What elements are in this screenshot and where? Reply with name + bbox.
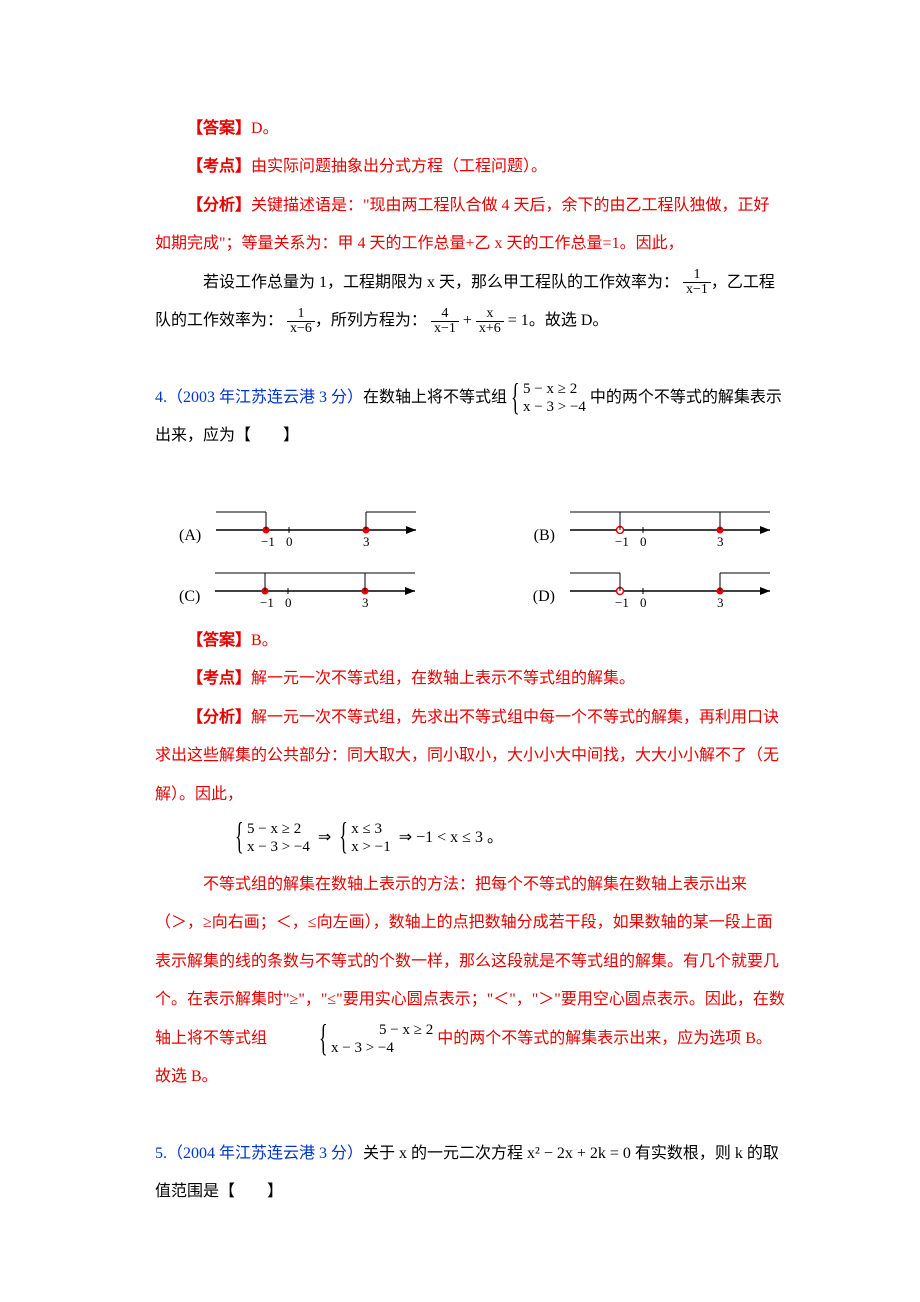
sys-top: 5 − x ≥ 2 bbox=[523, 381, 577, 397]
svg-text:0: 0 bbox=[640, 534, 647, 549]
svg-text:3: 3 bbox=[362, 595, 369, 610]
frac-eq1: 4 x−1 bbox=[431, 307, 459, 336]
question-5: 5.（2004 年江苏连云港 3 分）关于 x 的一元二次方程 x² − 2x … bbox=[155, 1135, 785, 1212]
frac-1: 1 x−1 bbox=[683, 268, 711, 297]
option-A: (A) −1 0 3 bbox=[179, 500, 431, 555]
fenxi-text-2d: 。故选 D。 bbox=[529, 312, 609, 329]
fenxi-label: 【分析】 bbox=[187, 197, 251, 214]
q5-stem1: 关于 x 的一元二次方程 bbox=[363, 1145, 527, 1162]
options-row-2: (C) −1 0 3 (D) bbox=[179, 561, 785, 616]
question-4: 4.（2003 年江苏连云港 3 分）在数轴上将不等式组 5 − x ≥ 2 x… bbox=[155, 379, 785, 456]
q4-stem: 在数轴上将不等式组 bbox=[363, 389, 507, 406]
kaodian-label: 【考点】 bbox=[187, 158, 251, 175]
numline-B-icon: −1 0 3 bbox=[565, 500, 785, 555]
fenxi4-label: 【分析】 bbox=[187, 709, 251, 726]
opt-D-label: (D) bbox=[533, 578, 555, 616]
kaodian4-label: 【考点】 bbox=[187, 670, 251, 687]
opt-A-label: (A) bbox=[179, 517, 201, 555]
svg-text:−1: −1 bbox=[615, 595, 629, 610]
svg-text:0: 0 bbox=[285, 595, 292, 610]
q5-head: 5.（2004 年江苏连云港 3 分） bbox=[155, 1145, 363, 1162]
fenxi-4-p1: 【分析】解一元一次不等式组，先求出不等式组中每一个不等式的解集，再利用口诀求出这… bbox=[155, 699, 785, 814]
answer4-label: 【答案】 bbox=[187, 632, 251, 649]
result: ⇒ −1 < x ≤ 3 。 bbox=[399, 829, 503, 846]
fenxi-text-2c: ，所列方程为： bbox=[315, 312, 427, 329]
options: (A) −1 0 3 (B) bbox=[179, 500, 785, 616]
sys1: 5 − x ≥ 2 x − 3 > −4 bbox=[235, 820, 310, 856]
eq-rhs: = 1 bbox=[508, 312, 529, 329]
numline-D-icon: −1 0 3 bbox=[565, 561, 785, 616]
answer-label: 【答案】 bbox=[187, 120, 251, 137]
numline-C-icon: −1 0 3 bbox=[210, 561, 430, 616]
option-C: (C) −1 0 3 bbox=[179, 561, 430, 616]
svg-text:0: 0 bbox=[640, 595, 647, 610]
svg-text:−1: −1 bbox=[261, 534, 275, 549]
svg-text:3: 3 bbox=[363, 534, 370, 549]
q4-head: 4.（2003 年江苏连云港 3 分） bbox=[155, 389, 363, 406]
fenxi-text-2a: 若设工作总量为 1，工程期限为 x 天，那么甲工程队的工作效率为： bbox=[203, 274, 679, 291]
fenxi-4-derivation: 5 − x ≥ 2 x − 3 > −4 ⇒ x ≤ 3 x > −1 ⇒ −1… bbox=[235, 820, 785, 856]
svg-text:−1: −1 bbox=[260, 595, 274, 610]
kaodian-text: 由实际问题抽象出分式方程（工程问题）。 bbox=[251, 158, 547, 175]
q5-eq: x² − 2x + 2k = 0 bbox=[527, 1145, 631, 1162]
kaodian-4: 【考点】解一元一次不等式组，在数轴上表示不等式组的解集。 bbox=[155, 660, 785, 698]
svg-text:−1: −1 bbox=[615, 534, 629, 549]
fenxi4-p2-text: 不等式组的解集在数轴上表示的方法：把每个不等式的解集在数轴上表示出来（＞，≥向右… bbox=[155, 876, 785, 1047]
options-row-1: (A) −1 0 3 (B) bbox=[179, 500, 785, 555]
answer4-value: B。 bbox=[251, 632, 278, 649]
arrow-1: ⇒ bbox=[318, 829, 331, 846]
opt-B-label: (B) bbox=[534, 517, 555, 555]
kaodian-3: 【考点】由实际问题抽象出分式方程（工程问题）。 bbox=[155, 148, 785, 186]
frac-eq2: x x+6 bbox=[476, 307, 504, 336]
kaodian4-text: 解一元一次不等式组，在数轴上表示不等式组的解集。 bbox=[251, 670, 635, 687]
svg-text:3: 3 bbox=[717, 534, 724, 549]
svg-text:3: 3 bbox=[717, 595, 724, 610]
option-B: (B) −1 0 3 bbox=[534, 500, 785, 555]
fenxi-3-line2: 若设工作总量为 1，工程期限为 x 天，那么甲工程队的工作效率为： 1 x−1 … bbox=[155, 264, 785, 341]
svg-text:0: 0 bbox=[286, 534, 293, 549]
numline-A-icon: −1 0 3 bbox=[211, 500, 431, 555]
plus-sign: + bbox=[463, 312, 476, 329]
opt-C-label: (C) bbox=[179, 578, 200, 616]
fenxi-4-p2: 不等式组的解集在数轴上表示的方法：把每个不等式的解集在数轴上表示出来（＞，≥向右… bbox=[155, 866, 785, 1096]
sys-bot: x − 3 > −4 bbox=[523, 399, 586, 415]
answer-3: 【答案】D。 bbox=[155, 110, 785, 148]
sys-repeat: 5 − x ≥ 2 x − 3 > −4 bbox=[271, 1020, 433, 1058]
sys2: x ≤ 3 x > −1 bbox=[339, 820, 390, 856]
option-D: (D) −1 0 3 bbox=[533, 561, 785, 616]
q4-system: 5 − x ≥ 2 x − 3 > −4 bbox=[511, 379, 586, 417]
frac-2: 1 x−6 bbox=[287, 307, 315, 336]
answer-value: D。 bbox=[251, 120, 279, 137]
page: 【答案】D。 【考点】由实际问题抽象出分式方程（工程问题）。 【分析】关键描述语… bbox=[0, 0, 920, 1302]
answer-4: 【答案】B。 bbox=[155, 622, 785, 660]
fenxi-3-line1: 【分析】关键描述语是："现由两工程队合做 4 天后，余下的由乙工程队独做，正好如… bbox=[155, 187, 785, 264]
